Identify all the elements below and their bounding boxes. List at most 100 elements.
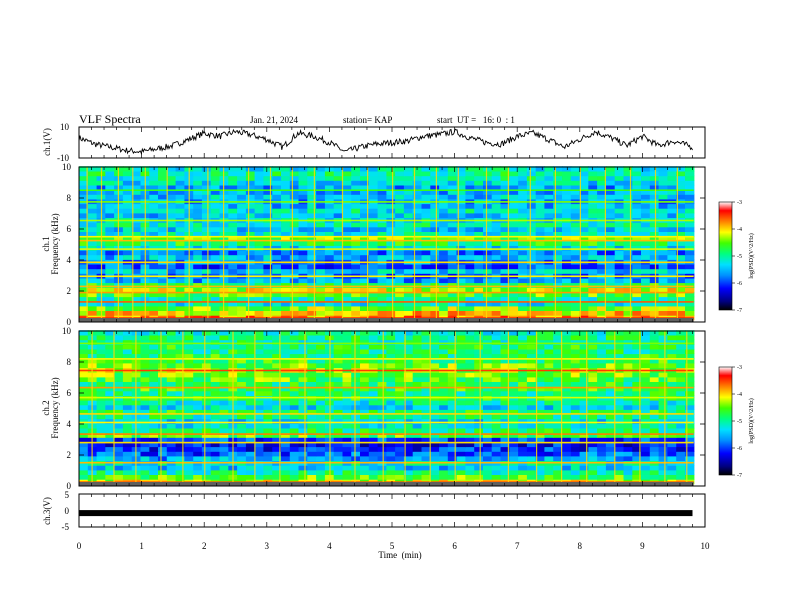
spectrogram-cell	[526, 432, 537, 438]
spectrogram-cell	[509, 441, 519, 448]
spectrogram-cell	[175, 226, 185, 232]
spectrogram-cell	[158, 404, 168, 410]
spectrogram-cell	[465, 409, 475, 415]
spectrogram-cell	[649, 413, 660, 420]
spectrogram-cell	[447, 386, 458, 392]
spectrogram-cell	[632, 305, 642, 311]
spectrogram-cell	[430, 413, 440, 420]
spectrogram-cell	[368, 282, 379, 288]
spectrogram-cell	[342, 245, 352, 251]
spectrogram-cell	[562, 400, 572, 406]
spectrogram-cell	[535, 208, 546, 214]
spectrogram-cell	[641, 432, 651, 438]
spectrogram-cell	[237, 469, 247, 475]
spectrogram-cell	[465, 418, 475, 424]
spectrogram-cell	[535, 296, 546, 302]
spectrogram-cell	[553, 194, 563, 200]
spectrogram-cell	[403, 301, 414, 307]
spectrogram-cell	[122, 203, 133, 209]
spectrogram-cell	[605, 166, 616, 172]
spectrogram-cell	[210, 334, 221, 341]
spectrogram-cell	[210, 282, 221, 288]
spectrogram-cell	[685, 441, 695, 448]
spectrogram-cell	[263, 432, 273, 438]
spectrogram-cell	[570, 268, 581, 274]
spectrogram-cell	[201, 413, 212, 420]
spectrogram-cell	[316, 372, 326, 378]
spectrogram-cell	[570, 451, 581, 457]
spectrogram-cell	[676, 282, 686, 288]
spectrogram-cell	[403, 348, 414, 355]
spectrogram-cell	[166, 437, 177, 443]
spectrogram-cell	[447, 249, 458, 256]
spectrogram-cell	[307, 465, 317, 471]
spectrogram-cell	[166, 189, 177, 195]
spectrogram-cell	[96, 386, 106, 392]
spectrogram-cell	[605, 301, 616, 307]
spectrogram-cell	[307, 189, 317, 195]
spectrogram-cell	[272, 348, 282, 355]
spectrogram-cell	[316, 469, 326, 475]
spectrogram-cell	[245, 413, 256, 420]
spectrogram-cell	[456, 194, 466, 200]
spectrogram-cell	[307, 226, 317, 232]
spectrogram-cell	[245, 441, 256, 448]
spectrogram-cell	[579, 418, 589, 424]
spectrogram-cell	[158, 170, 168, 177]
spectrogram-cell	[96, 455, 106, 462]
spectrogram-cell	[544, 180, 554, 186]
spectrogram-cell	[535, 446, 546, 452]
spectrogram-cell	[658, 386, 668, 392]
spectrogram-cell	[641, 330, 651, 336]
spectrogram-cell	[342, 413, 352, 420]
spectrogram-cell	[641, 418, 651, 424]
spectrogram-cell	[491, 427, 502, 434]
spectrogram-cell	[263, 222, 273, 228]
spectrogram-cell	[395, 451, 405, 457]
spectrogram-cell	[254, 432, 264, 438]
spectrogram-cell	[79, 184, 89, 191]
spectrogram-cell	[641, 348, 651, 355]
spectrogram-cell	[483, 236, 493, 242]
spectrogram-cell	[351, 339, 361, 345]
spectrogram-cell	[96, 427, 106, 434]
spectrogram-cell	[649, 358, 660, 364]
spectrogram-cell	[333, 390, 344, 396]
spectrogram-cell	[605, 254, 616, 260]
spectrogram-cell	[430, 418, 440, 424]
spectrogram-cell	[158, 287, 168, 293]
spectrogram-cell	[79, 254, 89, 260]
spectrogram-cell	[588, 180, 598, 186]
spectrogram-cell	[412, 268, 423, 274]
spectrogram-cell	[570, 469, 581, 475]
spectrogram-cell	[667, 208, 677, 214]
spectrogram-cell	[491, 310, 502, 316]
spectrogram-cell	[114, 451, 124, 457]
spectrogram-cell	[632, 301, 642, 307]
spectrogram-cell	[316, 203, 326, 209]
spectrogram-impulse	[604, 167, 606, 318]
spectrogram-cell	[421, 334, 431, 341]
spectrogram-cell	[526, 222, 537, 228]
spectrogram-cell	[562, 203, 572, 209]
spectrogram-cell	[535, 418, 546, 424]
spectrogram-cell	[254, 291, 264, 298]
spectrogram-cell	[500, 236, 510, 242]
spectrogram-cell	[395, 469, 405, 475]
spectrogram-cell	[122, 330, 133, 336]
spectrogram-cell	[386, 390, 396, 396]
spectrogram-cell	[245, 348, 256, 355]
spectrogram-cell	[553, 291, 563, 298]
spectrogram-cell	[658, 376, 668, 382]
spectrogram-cell	[281, 423, 291, 429]
spectrogram-cell	[474, 386, 484, 392]
spectrogram-impulse	[117, 167, 119, 318]
spectrogram-cell	[597, 305, 607, 311]
spectrogram-cell	[105, 240, 115, 246]
spectrogram-cell	[96, 437, 106, 443]
spectrogram-cell	[368, 455, 379, 462]
spectrogram-cell	[281, 432, 291, 438]
spectrogram-cell	[685, 455, 695, 462]
spectrogram-cell	[535, 386, 546, 392]
spectrogram-cell	[614, 203, 625, 209]
